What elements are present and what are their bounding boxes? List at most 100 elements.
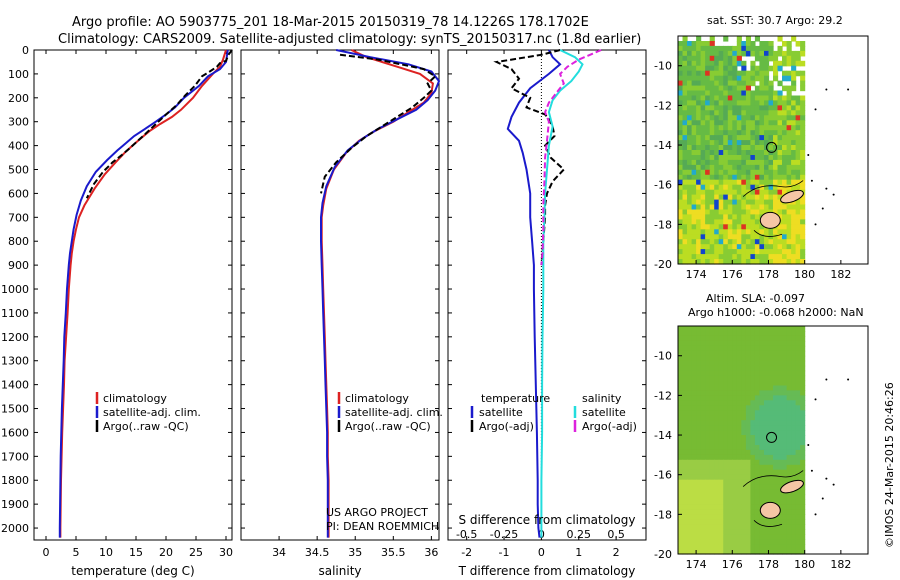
data-cell — [705, 45, 711, 52]
data-cell — [718, 494, 724, 501]
data-cell — [750, 445, 756, 451]
data-cell — [736, 234, 742, 240]
data-cell — [750, 400, 756, 406]
lon-tick-label: 176 — [722, 558, 743, 571]
data-cell — [718, 415, 724, 421]
data-cell — [745, 164, 752, 171]
data-cell — [700, 45, 706, 52]
data-cell — [750, 259, 756, 265]
data-cell — [791, 209, 797, 216]
lon-tick-label: 176 — [722, 268, 743, 281]
data-cell — [795, 385, 801, 392]
data-cell — [696, 484, 702, 491]
data-cell — [736, 229, 742, 235]
data-cell — [723, 159, 729, 166]
data-cell — [718, 331, 724, 337]
data-cell — [759, 499, 765, 506]
data-cell — [800, 340, 806, 347]
data-cell — [709, 380, 715, 387]
data-cell — [678, 179, 684, 186]
data-cell — [723, 331, 729, 337]
data-cell — [732, 430, 738, 436]
data-cell — [732, 459, 738, 466]
data-cell — [714, 529, 720, 535]
data-cell — [764, 239, 770, 245]
data-cell — [714, 415, 720, 421]
data-cell — [691, 435, 697, 441]
data-cell — [786, 125, 792, 131]
data-cell — [750, 340, 756, 347]
data-cell — [782, 184, 788, 191]
data-cell — [705, 50, 711, 57]
data-cell — [696, 415, 702, 421]
data-cell — [727, 115, 733, 121]
data-cell — [682, 80, 688, 87]
data-cell — [723, 445, 729, 451]
data-cell — [691, 440, 697, 446]
data-cell — [709, 440, 715, 446]
data-cell — [782, 440, 788, 446]
data-cell — [773, 400, 779, 406]
data-cell — [691, 85, 697, 92]
data-cell — [696, 459, 702, 466]
data-cell — [736, 179, 742, 186]
data-cell — [678, 214, 684, 220]
data-cell — [750, 335, 756, 342]
data-cell — [691, 179, 697, 186]
data-cell — [705, 529, 711, 535]
data-cell — [696, 100, 702, 106]
data-cell — [714, 125, 720, 131]
data-cell — [750, 549, 756, 555]
data-cell — [745, 544, 752, 550]
data-cell — [700, 55, 706, 62]
data-cell — [800, 41, 806, 47]
data-cell — [700, 159, 706, 166]
temperature-series — [58, 49, 233, 538]
data-cell — [696, 340, 702, 347]
data-cell — [768, 326, 774, 332]
data-cell — [782, 140, 788, 146]
data-cell — [718, 259, 724, 265]
data-cell — [759, 454, 765, 461]
data-cell — [791, 435, 797, 441]
data-cell — [745, 494, 752, 501]
data-cell — [750, 449, 756, 456]
data-cell — [782, 504, 788, 510]
data-cell — [800, 209, 806, 216]
data-cell — [782, 365, 788, 372]
islet — [814, 108, 817, 111]
data-cell — [687, 120, 693, 126]
data-cell — [691, 55, 697, 62]
data-cell — [678, 435, 684, 441]
data-cell — [691, 110, 697, 116]
data-cell — [687, 194, 693, 201]
data-cell — [687, 229, 693, 235]
data-cell — [736, 110, 742, 116]
data-cell — [745, 355, 752, 362]
data-cell — [782, 529, 788, 535]
data-cell — [700, 244, 706, 250]
data-cell — [750, 345, 756, 352]
data-cell — [682, 445, 688, 451]
data-cell — [741, 390, 747, 396]
data-cell — [727, 164, 733, 171]
data-cell — [691, 209, 697, 216]
data-cell — [736, 199, 742, 206]
data-cell — [723, 36, 729, 42]
lat-tick-label: -18 — [654, 218, 672, 231]
data-cell — [723, 479, 729, 486]
data-cell — [696, 90, 702, 97]
depth-tick-label: 1500 — [1, 403, 29, 416]
data-cell — [732, 479, 738, 486]
data-cell — [687, 534, 693, 540]
data-cell — [727, 145, 733, 151]
data-cell — [687, 130, 693, 136]
data-cell — [723, 524, 729, 530]
data-cell — [773, 549, 779, 555]
data-cell — [759, 430, 765, 436]
data-cell — [764, 544, 770, 550]
data-cell — [687, 140, 693, 146]
data-cell — [691, 340, 697, 347]
data-cell — [718, 80, 724, 87]
data-cell — [750, 410, 756, 416]
